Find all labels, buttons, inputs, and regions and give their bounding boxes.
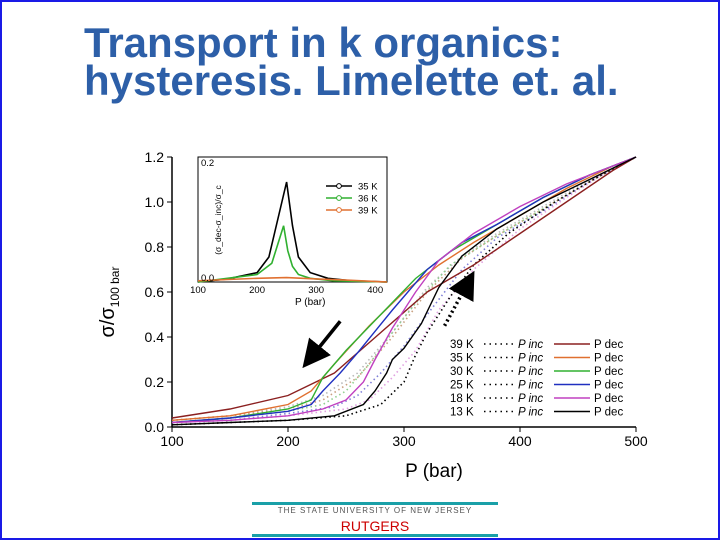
x-tick-label: 100 [160, 433, 184, 449]
inset-x-tick-label: 400 [367, 285, 383, 296]
inset-chart-legend: 35 K36 K39 K [326, 182, 378, 217]
y-tick-label: 1.2 [145, 149, 165, 165]
arrow-p-inc [443, 270, 475, 327]
inset-series-line-35k [197, 181, 388, 283]
inset-chart-series [197, 181, 388, 283]
legend-inc-label: P inc [518, 380, 543, 392]
legend-dec-label: P dec [594, 380, 623, 392]
legend-dec-label: P dec [594, 339, 623, 351]
footer-logo: THE STATE UNIVERSITY OF NEW JERSEY RUTGE… [252, 502, 498, 537]
inset-chart: 100 200 300 400 0.0 0.2 P (bar) (σ_dec-σ_inc)/σ… [190, 156, 388, 308]
x-tick-label: 300 [392, 433, 416, 449]
inset-y-axis-label: (σ_dec-σ_inc)/σ_c [213, 184, 223, 254]
main-chart-labels: P (bar) σ/σ100 bar [97, 267, 463, 482]
inset-x-axis-label: P (bar) [295, 297, 325, 308]
series-line-25k-p-dec [171, 156, 637, 424]
main-chart: 100 200 300 400 500 0.0 0.2 0.4 0.6 0.8 1.0 1.2 39 … [97, 149, 648, 482]
legend-inc-label: P inc [518, 353, 543, 365]
series-line-30k-p-inc [171, 156, 637, 424]
y-tick-label: 0.6 [145, 284, 165, 300]
inset-y-tick-label: 0.0 [201, 273, 214, 284]
x-tick-label: 400 [508, 433, 532, 449]
inset-x-tick-label: 100 [190, 285, 206, 296]
legend-dec-label: P dec [594, 393, 623, 405]
y-tick-label: 0.4 [145, 329, 165, 345]
x-axis-label: P (bar) [405, 461, 463, 482]
legend-temp: 18 K [450, 393, 474, 405]
inset-box [197, 156, 388, 283]
legend-dec-label: P dec [594, 407, 623, 419]
inset-legend-label: 36 K [358, 194, 378, 205]
inset-x-tick-label: 300 [308, 285, 324, 296]
series-line-18k-p-dec [171, 156, 637, 424]
legend-temp: 35 K [450, 353, 474, 365]
legend-temp: 25 K [450, 380, 474, 392]
footer-university: THE STATE UNIVERSITY OF NEW JERSEY [277, 506, 473, 515]
inset-legend-marker [336, 183, 342, 189]
inset-legend-label: 35 K [358, 182, 378, 193]
legend-temp: 39 K [450, 339, 474, 351]
series-line-13k-p-dec [171, 156, 637, 426]
footer-bar-top [252, 502, 498, 505]
legend-inc-label: P inc [518, 339, 543, 351]
inset-chart-ticks: 100 200 300 400 0.0 0.2 P (bar) (σ_dec-σ_inc)/σ… [190, 158, 383, 308]
inset-x-tick-label: 200 [249, 285, 265, 296]
legend-inc-label: P inc [518, 366, 543, 378]
series-line-25k-p-inc [171, 156, 637, 424]
y-axis-label: σ/σ100 bar [97, 267, 122, 338]
legend-dec-label: P dec [594, 366, 623, 378]
series-line-35k-p-inc [171, 156, 637, 422]
y-tick-label: 0.8 [145, 239, 165, 255]
inset-legend-marker [336, 207, 342, 213]
legend-inc-label: P inc [518, 407, 543, 419]
main-chart-legend: 39 K P inc P dec 35 K P inc P dec 30 K P inc P d… [450, 339, 623, 419]
y-tick-label: 1.0 [145, 194, 165, 210]
arrow-p-dec [302, 320, 342, 369]
footer-brand: RUTGERS [340, 518, 410, 534]
series-line-35k-p-dec [171, 156, 637, 421]
legend-temp: 30 K [450, 366, 474, 378]
inset-legend-marker [336, 195, 342, 201]
inset-y-tick-label: 0.2 [201, 158, 214, 169]
main-chart-ticks: 100 200 300 400 500 0.0 0.2 0.4 0.6 0.8 1.0 1.2 [145, 149, 648, 449]
series-line-39k-p-dec [171, 156, 637, 419]
main-chart-series [171, 156, 637, 426]
footer-bar-bottom [252, 534, 498, 537]
y-tick-label: 0.0 [145, 419, 165, 435]
slide-title: Transport in k organics: hysteresis. Lim… [84, 19, 619, 104]
x-tick-label: 200 [276, 433, 300, 449]
main-chart-arrows [302, 270, 475, 369]
inset-series-line-39k [197, 276, 388, 283]
x-tick-label: 500 [624, 433, 648, 449]
inset-legend-label: 39 K [358, 206, 378, 217]
legend-inc-label: P inc [518, 393, 543, 405]
legend-temp: 13 K [450, 407, 474, 419]
legend-dec-label: P dec [594, 353, 623, 365]
y-tick-label: 0.2 [145, 374, 165, 390]
inset-chart-frame [197, 156, 388, 283]
series-line-13k-p-inc [171, 156, 637, 426]
